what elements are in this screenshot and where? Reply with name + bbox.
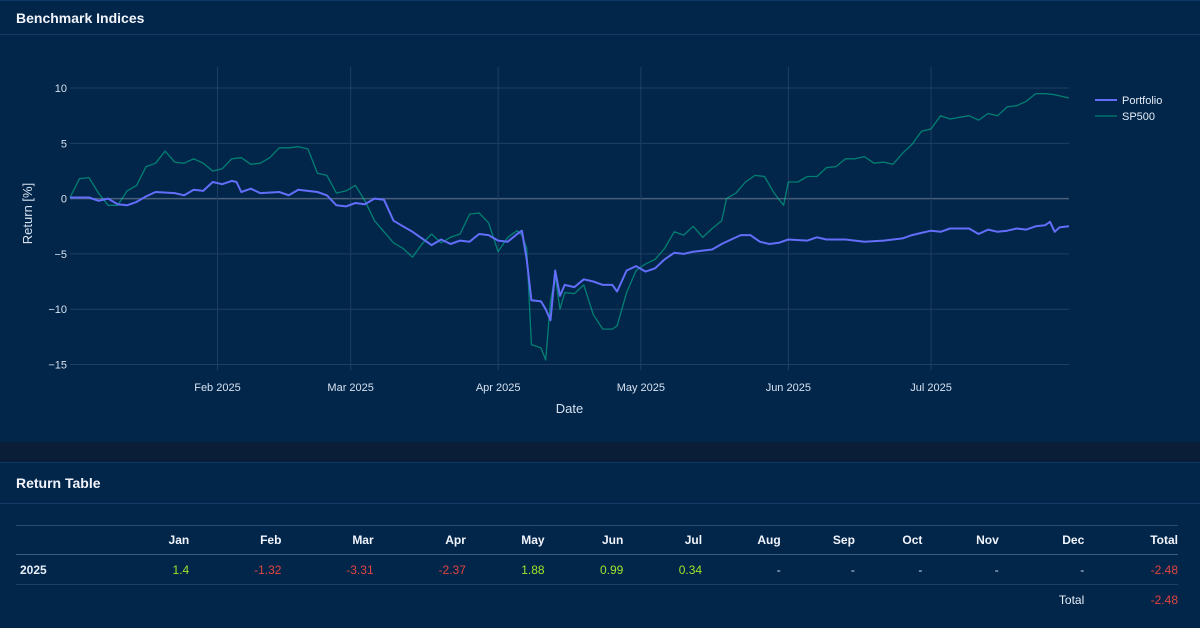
x-tick-label: Jul 2025: [910, 382, 952, 394]
legend-item-sp500[interactable]: SP500: [1122, 111, 1155, 123]
return-table: Jan Feb Mar Apr May Jun Jul Aug Sep Oct Nov Dec Tota…: [16, 525, 1178, 614]
y-tick-label: −10: [48, 304, 67, 316]
empty-cell: [855, 585, 922, 615]
table-header-row: Jan Feb Mar Apr May Jun Jul Aug Sep Oct Nov Dec Tota…: [16, 525, 1178, 555]
x-tick-label: Feb 2025: [194, 382, 240, 394]
row-label: 2025: [16, 554, 120, 585]
column-header-blank: [16, 525, 120, 555]
y-axis-title: Return [%]: [20, 183, 35, 244]
y-tick-label: 5: [61, 138, 67, 150]
return-cell-jan: 1.4: [119, 554, 190, 585]
column-header-dec: Dec: [998, 525, 1085, 555]
y-tick-label: 0: [61, 194, 67, 206]
column-header-jul: Jul: [623, 525, 703, 555]
empty-cell: [16, 585, 119, 615]
x-tick-label: May 2025: [617, 382, 665, 394]
return-cell-aug: -: [702, 554, 781, 585]
empty-cell: [374, 585, 466, 615]
return-cell-dec: -: [998, 554, 1085, 585]
x-axis-title: Date: [556, 401, 583, 416]
column-header-may: May: [465, 525, 545, 555]
x-tick-label: Mar 2025: [327, 382, 373, 394]
return-cell-mar: -3.31: [281, 554, 374, 585]
return-cell-feb: -1.32: [189, 554, 282, 585]
empty-cell: [281, 585, 373, 615]
column-header-feb: Feb: [189, 525, 282, 555]
column-header-total: Total: [1084, 525, 1178, 555]
column-header-sep: Sep: [780, 525, 855, 555]
column-header-apr: Apr: [373, 525, 466, 555]
return-cell-nov: -: [922, 554, 999, 585]
total-row: Total -2.48: [16, 585, 1178, 615]
column-header-jan: Jan: [119, 525, 190, 555]
return-table-card: Return Table Jan Feb Mar Apr May Jun Jul Aug Sep…: [0, 462, 1200, 628]
empty-cell: [189, 585, 281, 615]
legend-item-portfolio[interactable]: Portfolio: [1122, 95, 1162, 107]
benchmark-indices-card: Benchmark Indices 10 5 0 −5 −10 −15 Feb 2025 Ma…: [0, 0, 1200, 442]
benchmark-chart[interactable]: 10 5 0 −5 −10 −15 Feb 2025 Mar 2025 Apr 2025 May …: [0, 35, 1200, 440]
column-header-mar: Mar: [281, 525, 374, 555]
x-tick-label: Apr 2025: [476, 382, 521, 394]
return-cell-sep: -: [780, 554, 855, 585]
column-header-nov: Nov: [922, 525, 999, 555]
table-row: 2025 1.4 -1.32 -3.31 -2.37 1.88 0.99 0.34- - - - - -…: [16, 554, 1178, 585]
column-header-jun: Jun: [544, 525, 624, 555]
empty-cell: [623, 585, 702, 615]
y-tick-label: 10: [55, 83, 67, 95]
return-cell-apr: -2.37: [373, 554, 466, 585]
empty-cell: [119, 585, 189, 615]
total-label: Total: [1058, 592, 1085, 607]
table-card-title: Return Table: [0, 463, 1200, 504]
y-tick-label: −5: [54, 249, 67, 261]
column-header-oct: Oct: [854, 525, 923, 555]
total-value: -2.48: [1150, 592, 1178, 607]
series-line-portfolio[interactable]: [70, 179, 1070, 322]
series-line-sp500[interactable]: [69, 92, 1070, 361]
empty-cell: [702, 585, 781, 615]
chart-card-title: Benchmark Indices: [0, 1, 1200, 35]
column-header-aug: Aug: [702, 525, 781, 555]
empty-cell: [466, 585, 545, 615]
return-cell-jul: 0.34: [623, 554, 703, 585]
empty-cell: [922, 585, 998, 615]
return-cell-total: -2.48: [1084, 554, 1178, 585]
y-tick-label: −15: [48, 359, 67, 371]
x-tick-label: Jun 2025: [766, 382, 811, 394]
empty-cell: [781, 585, 855, 615]
return-cell-oct: -: [854, 554, 923, 585]
return-cell-jun: 0.99: [544, 554, 624, 585]
return-cell-may: 1.88: [465, 554, 545, 585]
empty-cell: [545, 585, 624, 615]
